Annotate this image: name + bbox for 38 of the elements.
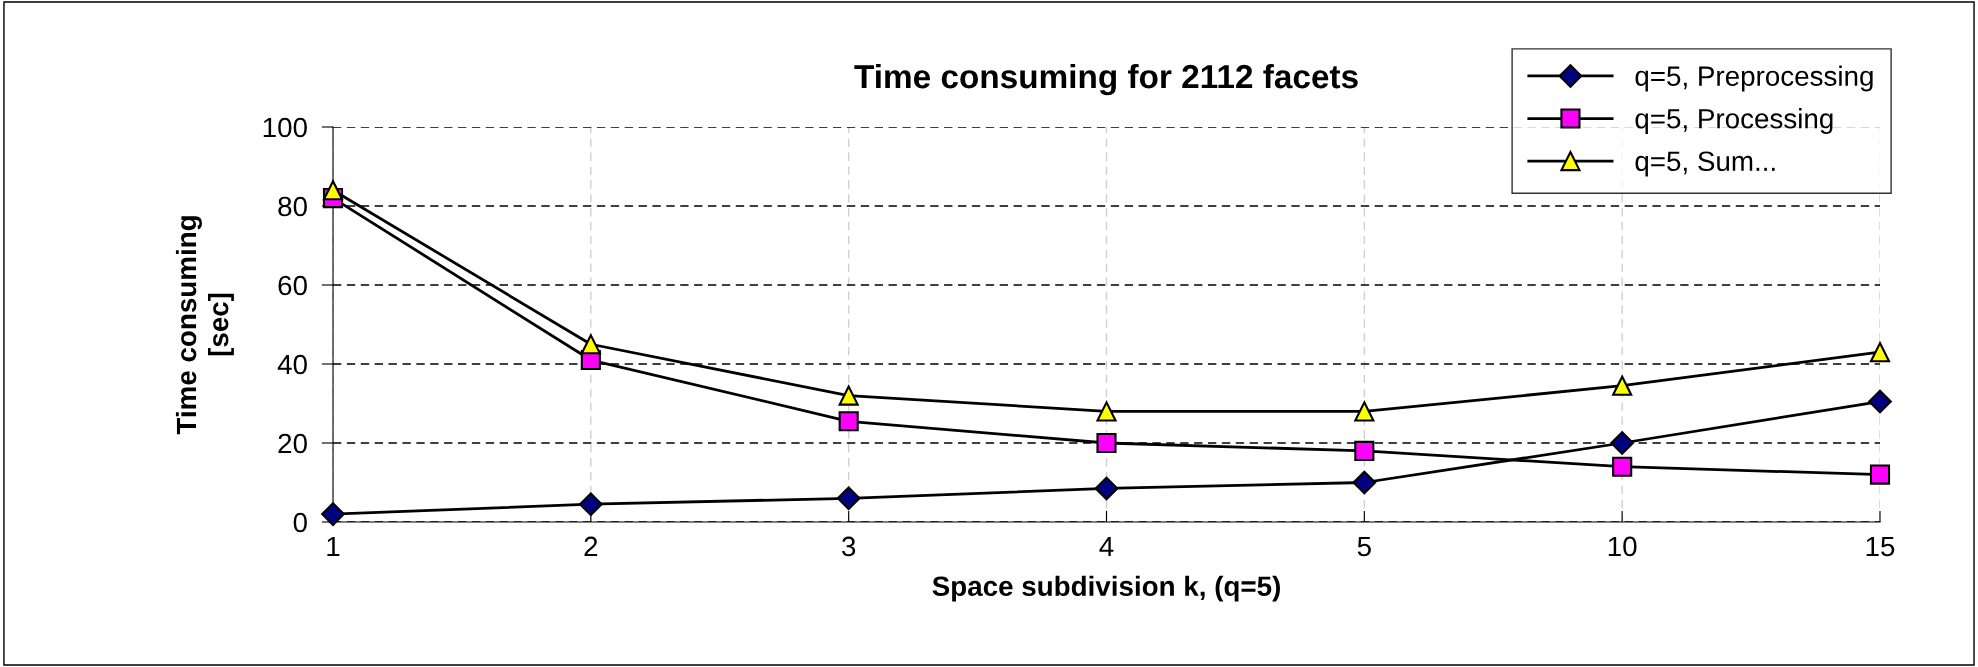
y-axis-title: Time consuming [sec] — [175, 216, 234, 435]
x-tick-label: 4 — [1099, 536, 1114, 557]
point — [1096, 401, 1117, 422]
point — [322, 180, 344, 201]
legend-label: q=5, Sum... — [1635, 151, 1775, 177]
y-tick-label: 20 — [278, 433, 307, 454]
point — [838, 385, 859, 406]
point — [1094, 476, 1119, 501]
y-tick-label: 40 — [277, 354, 307, 375]
point — [1869, 342, 1891, 363]
y-tick-label: 60 — [278, 275, 307, 296]
point — [1354, 440, 1375, 461]
point — [1869, 464, 1891, 485]
x-tick-label: 2 — [584, 536, 598, 557]
point — [838, 411, 859, 432]
point — [836, 486, 861, 511]
legend-label: q=5, Processing — [1635, 108, 1833, 135]
x-tick-label: 3 — [842, 536, 856, 557]
x-axis-title: Space subdivision k, (q=5) — [932, 575, 1280, 602]
point — [1610, 431, 1635, 455]
chart-title: Time consuming for 2112 facets — [854, 63, 1358, 96]
y-tick-label: 0 — [293, 512, 307, 533]
point — [1354, 401, 1375, 422]
x-tick-label: 10 — [1608, 536, 1637, 557]
point — [578, 492, 603, 517]
point — [321, 502, 345, 526]
x-tick-label: 1 — [327, 536, 340, 557]
point — [1612, 375, 1633, 396]
point — [580, 334, 601, 355]
y-tick-label: 100 — [263, 117, 307, 138]
point — [1096, 432, 1117, 454]
point — [1612, 456, 1633, 477]
legend-label: q=5, Preprocessing — [1635, 65, 1873, 92]
point — [1868, 389, 1892, 414]
y-tick-label: 80 — [278, 196, 307, 217]
x-tick-label: 5 — [1357, 536, 1371, 557]
x-tick-label: 15 — [1866, 536, 1895, 557]
point — [1352, 470, 1377, 495]
